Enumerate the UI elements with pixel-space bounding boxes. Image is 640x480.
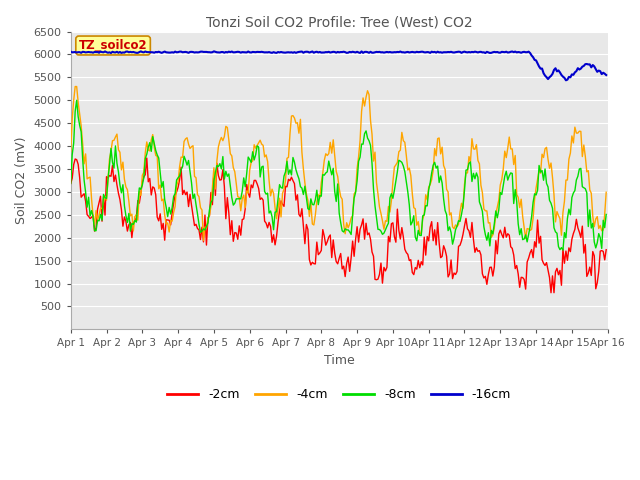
Legend: -2cm, -4cm, -8cm, -16cm: -2cm, -4cm, -8cm, -16cm (162, 384, 516, 407)
X-axis label: Time: Time (324, 354, 355, 367)
Text: TZ_soilco2: TZ_soilco2 (79, 39, 147, 52)
Y-axis label: Soil CO2 (mV): Soil CO2 (mV) (15, 137, 28, 224)
Title: Tonzi Soil CO2 Profile: Tree (West) CO2: Tonzi Soil CO2 Profile: Tree (West) CO2 (206, 15, 472, 29)
